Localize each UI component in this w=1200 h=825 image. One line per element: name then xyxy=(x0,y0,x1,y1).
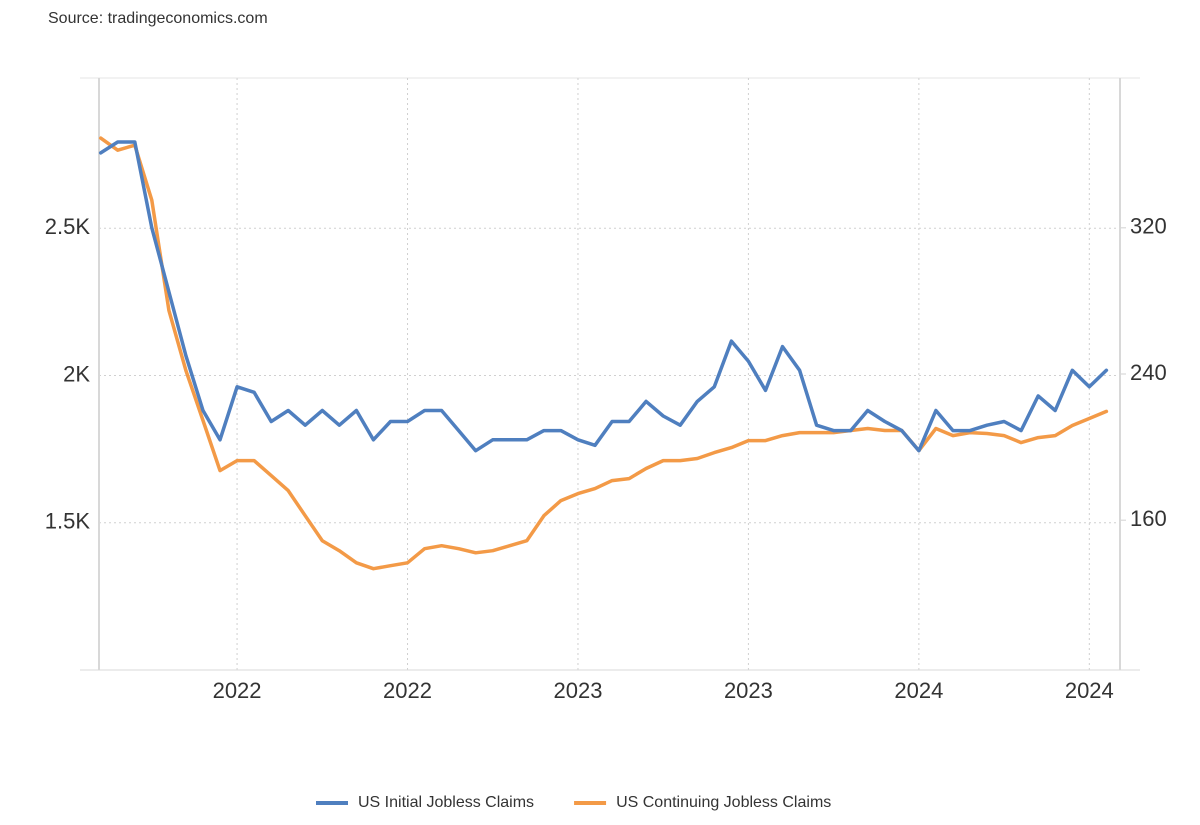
y2-tick-label: 160 xyxy=(1130,506,1167,531)
x-tick-label: 2024 xyxy=(894,678,943,703)
x-tick-label: 2023 xyxy=(553,678,602,703)
legend: US Initial Jobless Claims US Continuing J… xyxy=(316,794,831,811)
source: Source: tradingeconomics.com xyxy=(48,10,268,27)
series-line xyxy=(98,136,1109,571)
x-tick-label: 2024 xyxy=(1065,678,1114,703)
x-tick-label: 2022 xyxy=(213,678,262,703)
x-tick-label: 2023 xyxy=(724,678,773,703)
y2-tick-label: 240 xyxy=(1130,360,1167,385)
legend-label: US Initial Jobless Claims xyxy=(358,794,534,811)
series-line xyxy=(98,140,1109,453)
y-tick-label: 1.5K xyxy=(45,509,91,534)
y-tick-label: 2K xyxy=(63,361,90,386)
y-tick-label: 2.5K xyxy=(45,214,91,239)
y2-tick-label: 320 xyxy=(1130,214,1167,239)
legend-label: US Continuing Jobless Claims xyxy=(616,794,831,811)
x-tick-label: 2022 xyxy=(383,678,432,703)
